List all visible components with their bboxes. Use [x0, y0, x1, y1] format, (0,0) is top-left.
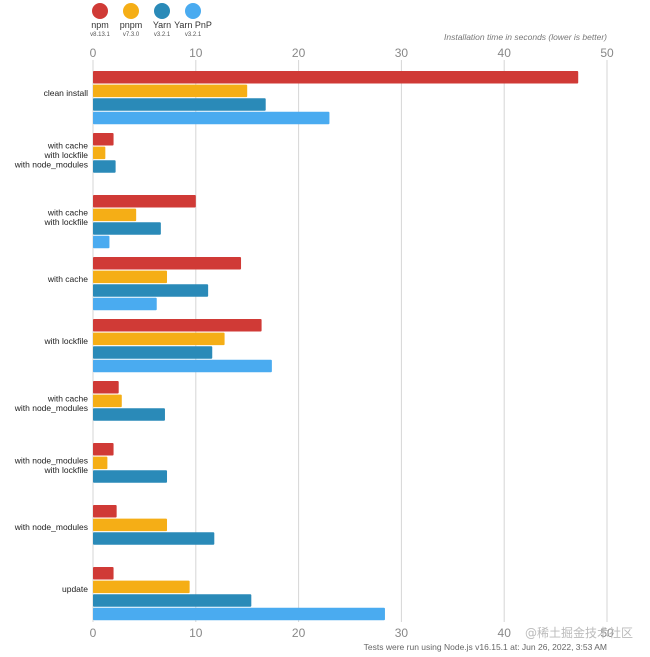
category-label: with node_modules: [14, 160, 88, 170]
bar: [93, 98, 266, 111]
bar: [93, 208, 137, 222]
category-label: with node_modules: [14, 522, 88, 532]
bar: [93, 332, 225, 346]
bar: [93, 580, 190, 594]
legend-version: v7.3.0: [123, 32, 140, 38]
bar: [93, 567, 114, 580]
legend-label: npm: [91, 20, 109, 30]
legend-swatch: [154, 3, 170, 19]
bar: [93, 71, 579, 84]
bar: [93, 297, 157, 311]
bar: [93, 394, 122, 408]
legend-version: v8.13.1: [90, 32, 110, 38]
x-axis-title: Installation time in seconds (lower is b…: [444, 32, 607, 42]
x-axis-top-ticks: 0 10 20 30 40 50: [90, 46, 614, 60]
bar: [93, 518, 168, 532]
footnote: Tests were run using Node.js v16.15.1 at…: [364, 642, 607, 652]
bar: [93, 133, 114, 146]
bar: [93, 594, 252, 607]
x-tick-label: 20: [292, 46, 306, 60]
category-label: with lockfile: [44, 217, 89, 227]
x-axis-bottom-ticks: 0 10 20 30 40 50: [90, 626, 614, 640]
bar: [93, 195, 196, 208]
category-label: with lockfile: [44, 336, 89, 346]
x-tick-label: 10: [189, 626, 203, 640]
x-tick-label: 0: [90, 46, 97, 60]
legend-swatch: [123, 3, 139, 19]
legend-version: v3.2.1: [185, 32, 202, 38]
legend-version: v3.2.1: [154, 32, 171, 38]
legend-swatch: [185, 3, 201, 19]
category-label: clean install: [44, 88, 89, 98]
x-tick-label: 30: [395, 626, 409, 640]
category-label: with node_modules: [14, 403, 88, 413]
bar: [93, 111, 330, 125]
bar: [93, 346, 213, 359]
legend-swatch: [92, 3, 108, 19]
watermark: @稀土掘金技术社区: [525, 625, 633, 640]
category-label: with lockfile: [44, 150, 89, 160]
bar: [93, 408, 165, 421]
category-label: with lockfile: [44, 465, 89, 475]
bar: [93, 270, 168, 284]
bar: [93, 456, 108, 470]
bar: [93, 319, 262, 332]
legend-label: Yarn: [153, 20, 171, 30]
x-tick-label: 20: [292, 626, 306, 640]
category-label: with cache: [47, 274, 88, 284]
category-label: with cache: [47, 207, 88, 217]
x-tick-label: 50: [600, 46, 614, 60]
category-label: with node_modules: [14, 455, 88, 465]
x-tick-label: 30: [395, 46, 409, 60]
category-label: with cache: [47, 141, 88, 151]
bar: [93, 470, 168, 483]
bar: [93, 235, 110, 249]
x-tick-label: 10: [189, 46, 203, 60]
bar: [93, 532, 215, 545]
bar: [93, 505, 117, 518]
x-tick-label: 40: [498, 46, 512, 60]
bar: [93, 222, 161, 235]
bar: [93, 359, 272, 373]
bar: [93, 607, 385, 621]
x-tick-label: 0: [90, 626, 97, 640]
x-tick-label: 40: [498, 626, 512, 640]
bar: [93, 284, 209, 297]
category-label: update: [62, 584, 88, 594]
bar: [93, 160, 116, 173]
legend-label: pnpm: [120, 20, 143, 30]
bar: [93, 84, 248, 98]
bar: [93, 146, 106, 160]
legend-label: Yarn PnP: [174, 20, 212, 30]
bars: [93, 71, 579, 621]
x-tick-label: 50: [600, 626, 614, 640]
bar: [93, 257, 242, 270]
bar: [93, 443, 114, 456]
category-label: with cache: [47, 393, 88, 403]
bar: [93, 381, 119, 394]
